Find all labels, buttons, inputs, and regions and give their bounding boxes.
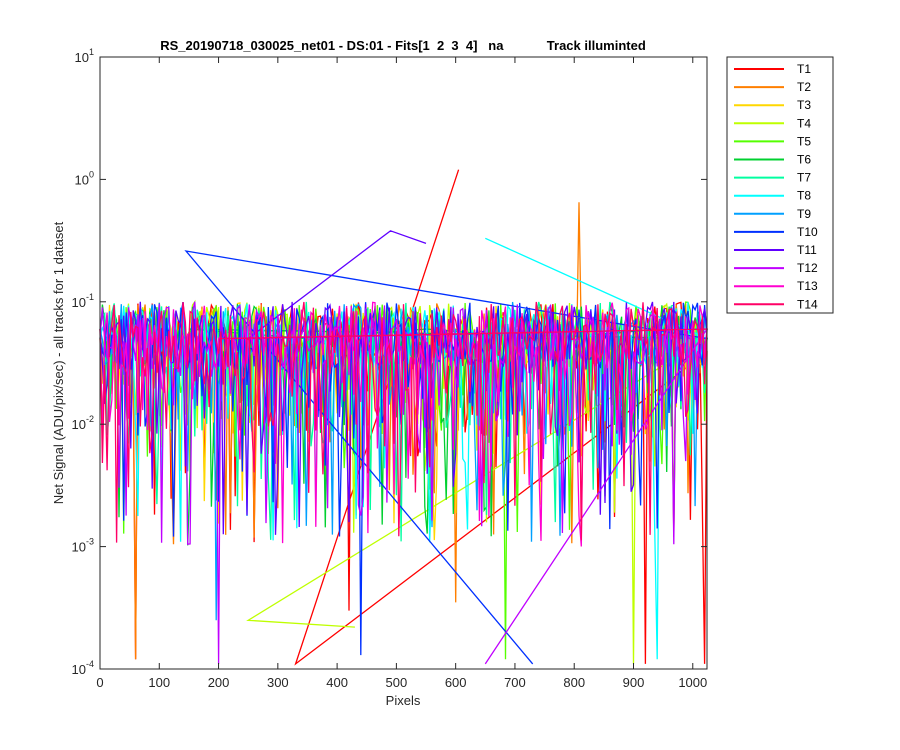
legend-label-t8: T8 [797,189,811,203]
legend-label-t12: T12 [797,261,818,275]
legend-label-t3: T3 [797,98,811,112]
chart-title: RS_20190718_030025_net01 - DS:01 - Fits[… [160,38,646,53]
legend-label-t7: T7 [797,171,811,185]
legend-label-t10: T10 [797,225,818,239]
series-line-t10 [99,250,708,665]
x-tick-label: 800 [563,675,585,690]
x-tick-label: 300 [267,675,289,690]
x-tick-label: 200 [208,675,230,690]
legend-label-t9: T9 [797,207,811,221]
series-layer [99,169,708,666]
tick-layer: 0 100 200 300 400 500 600 700 800 900 1000 101 100 10… [72,47,708,690]
legend-label-t2: T2 [797,80,811,94]
y-tick-label: 10-1 [72,292,94,310]
legend-label-t4: T4 [797,116,811,130]
legend-label-t5: T5 [797,134,811,148]
series-line-t12 [99,301,708,665]
x-axis-label: Pixels [386,693,421,708]
series-line-t11 [99,230,708,535]
series-line-t14 [99,301,708,543]
x-tick-label: 700 [504,675,526,690]
y-tick-label: 10-4 [72,659,94,677]
axes-box [99,56,708,670]
x-tick-label: 600 [445,675,467,690]
x-tick-label: 900 [623,675,645,690]
legend-label-t14: T14 [797,297,818,311]
x-tick-label: 0 [96,675,103,690]
legend-box [726,56,834,314]
x-tick-label: 1000 [678,675,707,690]
x-tick-label: 500 [386,675,408,690]
legend-label-t1: T1 [797,62,811,76]
x-tick-label: 400 [326,675,348,690]
y-tick-label: 101 [75,47,94,65]
legend-label-t6: T6 [797,153,811,167]
legend-label-t13: T13 [797,279,818,293]
legend: T1 T2 T3 T4 T5 T6 T7 T8 T9 T10 T11 T12 T13 T14 [726,56,834,314]
y-tick-label: 100 [75,169,94,187]
y-tick-label: 10-3 [72,537,94,555]
y-axis-label: Net Signal (ADU/pix/sec) - all tracks fo… [51,221,66,504]
legend-label-t11: T11 [797,243,817,257]
y-tick-label: 10-2 [72,414,94,432]
x-tick-label: 100 [148,675,170,690]
